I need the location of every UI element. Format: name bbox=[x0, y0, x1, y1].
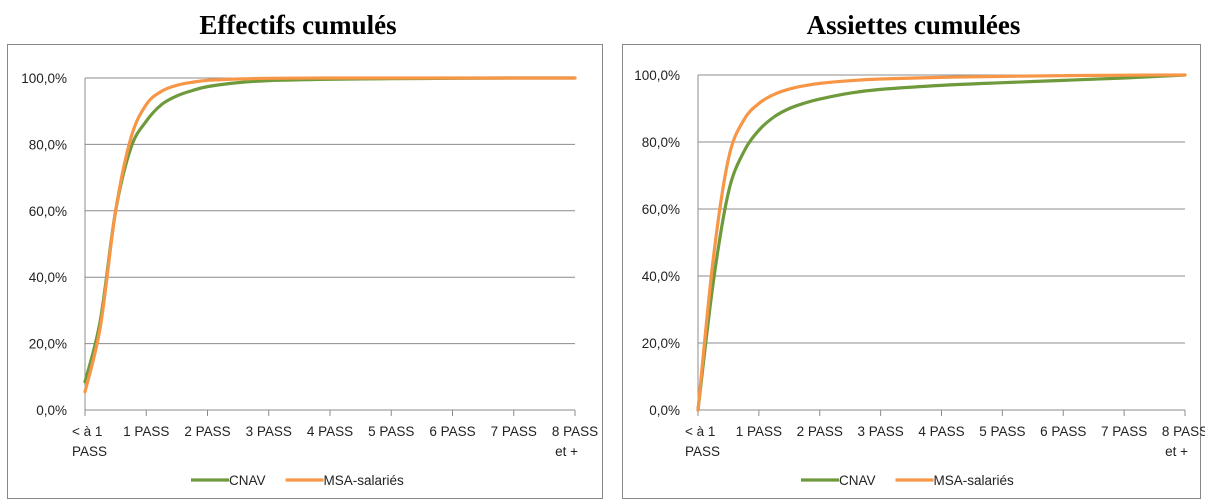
y-tick-label: 20,0% bbox=[29, 337, 67, 352]
y-tick-label: 80,0% bbox=[642, 135, 680, 150]
x-tick-label: 6 PASS bbox=[1040, 424, 1086, 439]
series-line-msa-salaries bbox=[83, 76, 577, 394]
x-tick-label: 7 PASS bbox=[491, 424, 537, 439]
chart-assiettes-cumulees: 0,0% 20,0% 40,0% 60,0% 80,0% 100,0% < à 1 PASS 1… bbox=[622, 44, 1205, 499]
series-line-cnav bbox=[696, 73, 1187, 412]
y-tick-label: 0,0% bbox=[649, 403, 680, 418]
legend-label: CNAV bbox=[229, 473, 266, 488]
x-tick-label: 5 PASS bbox=[368, 424, 414, 439]
y-tick-label: 40,0% bbox=[642, 269, 680, 284]
x-tick-label: < à 1 bbox=[72, 424, 102, 439]
x-tick-label: 7 PASS bbox=[1101, 424, 1147, 439]
x-tick-label: 8 PASS bbox=[552, 424, 598, 439]
chart-title-effectifs: Effectifs cumulés bbox=[199, 10, 397, 40]
x-tick-label: 5 PASS bbox=[979, 424, 1025, 439]
chart-effectifs-svg: 0,0% 20,0% 40,0% 60,0% 80,0% 100,0% < à 1 PASS 1… bbox=[21, 71, 598, 488]
y-tick-label: 60,0% bbox=[29, 204, 67, 219]
x-tick-label: et + bbox=[555, 444, 578, 459]
x-tick-label: 1 PASS bbox=[123, 424, 169, 439]
y-tick-label: 100,0% bbox=[634, 68, 680, 83]
x-tick-label: 6 PASS bbox=[429, 424, 475, 439]
x-tick-label: PASS bbox=[685, 444, 720, 459]
y-tick-label: 40,0% bbox=[29, 270, 67, 285]
legend-label: CNAV bbox=[839, 473, 876, 488]
y-tick-label: 80,0% bbox=[29, 137, 67, 152]
series-line-msa-salaries bbox=[696, 73, 1187, 412]
chart-effectifs-cumules: 0,0% 20,0% 40,0% 60,0% 80,0% 100,0% < à 1 PASS 1… bbox=[7, 44, 603, 499]
x-tick-label: 8 PASS bbox=[1162, 424, 1205, 439]
x-tick-label: 3 PASS bbox=[246, 424, 292, 439]
y-tick-label: 60,0% bbox=[642, 202, 680, 217]
x-tick-label: 1 PASS bbox=[736, 424, 782, 439]
x-tick-label: 2 PASS bbox=[184, 424, 230, 439]
x-tick-label: et + bbox=[1165, 444, 1188, 459]
legend-label: MSA-salariés bbox=[324, 473, 405, 488]
series-line-cnav bbox=[83, 76, 577, 384]
chart-title-assiettes: Assiettes cumulées bbox=[806, 10, 1021, 40]
legend-label: MSA-salariés bbox=[934, 473, 1015, 488]
x-tick-label: PASS bbox=[72, 444, 107, 459]
y-tick-label: 100,0% bbox=[21, 71, 67, 86]
x-tick-label: 3 PASS bbox=[857, 424, 903, 439]
x-tick-label: 4 PASS bbox=[918, 424, 964, 439]
x-tick-label: < à 1 bbox=[685, 424, 715, 439]
y-tick-label: 20,0% bbox=[642, 336, 680, 351]
chart-assiettes-svg: 0,0% 20,0% 40,0% 60,0% 80,0% 100,0% < à 1 PASS 1… bbox=[634, 68, 1205, 488]
x-tick-label: 2 PASS bbox=[797, 424, 843, 439]
y-tick-label: 0,0% bbox=[36, 403, 67, 418]
x-tick-label: 4 PASS bbox=[307, 424, 353, 439]
